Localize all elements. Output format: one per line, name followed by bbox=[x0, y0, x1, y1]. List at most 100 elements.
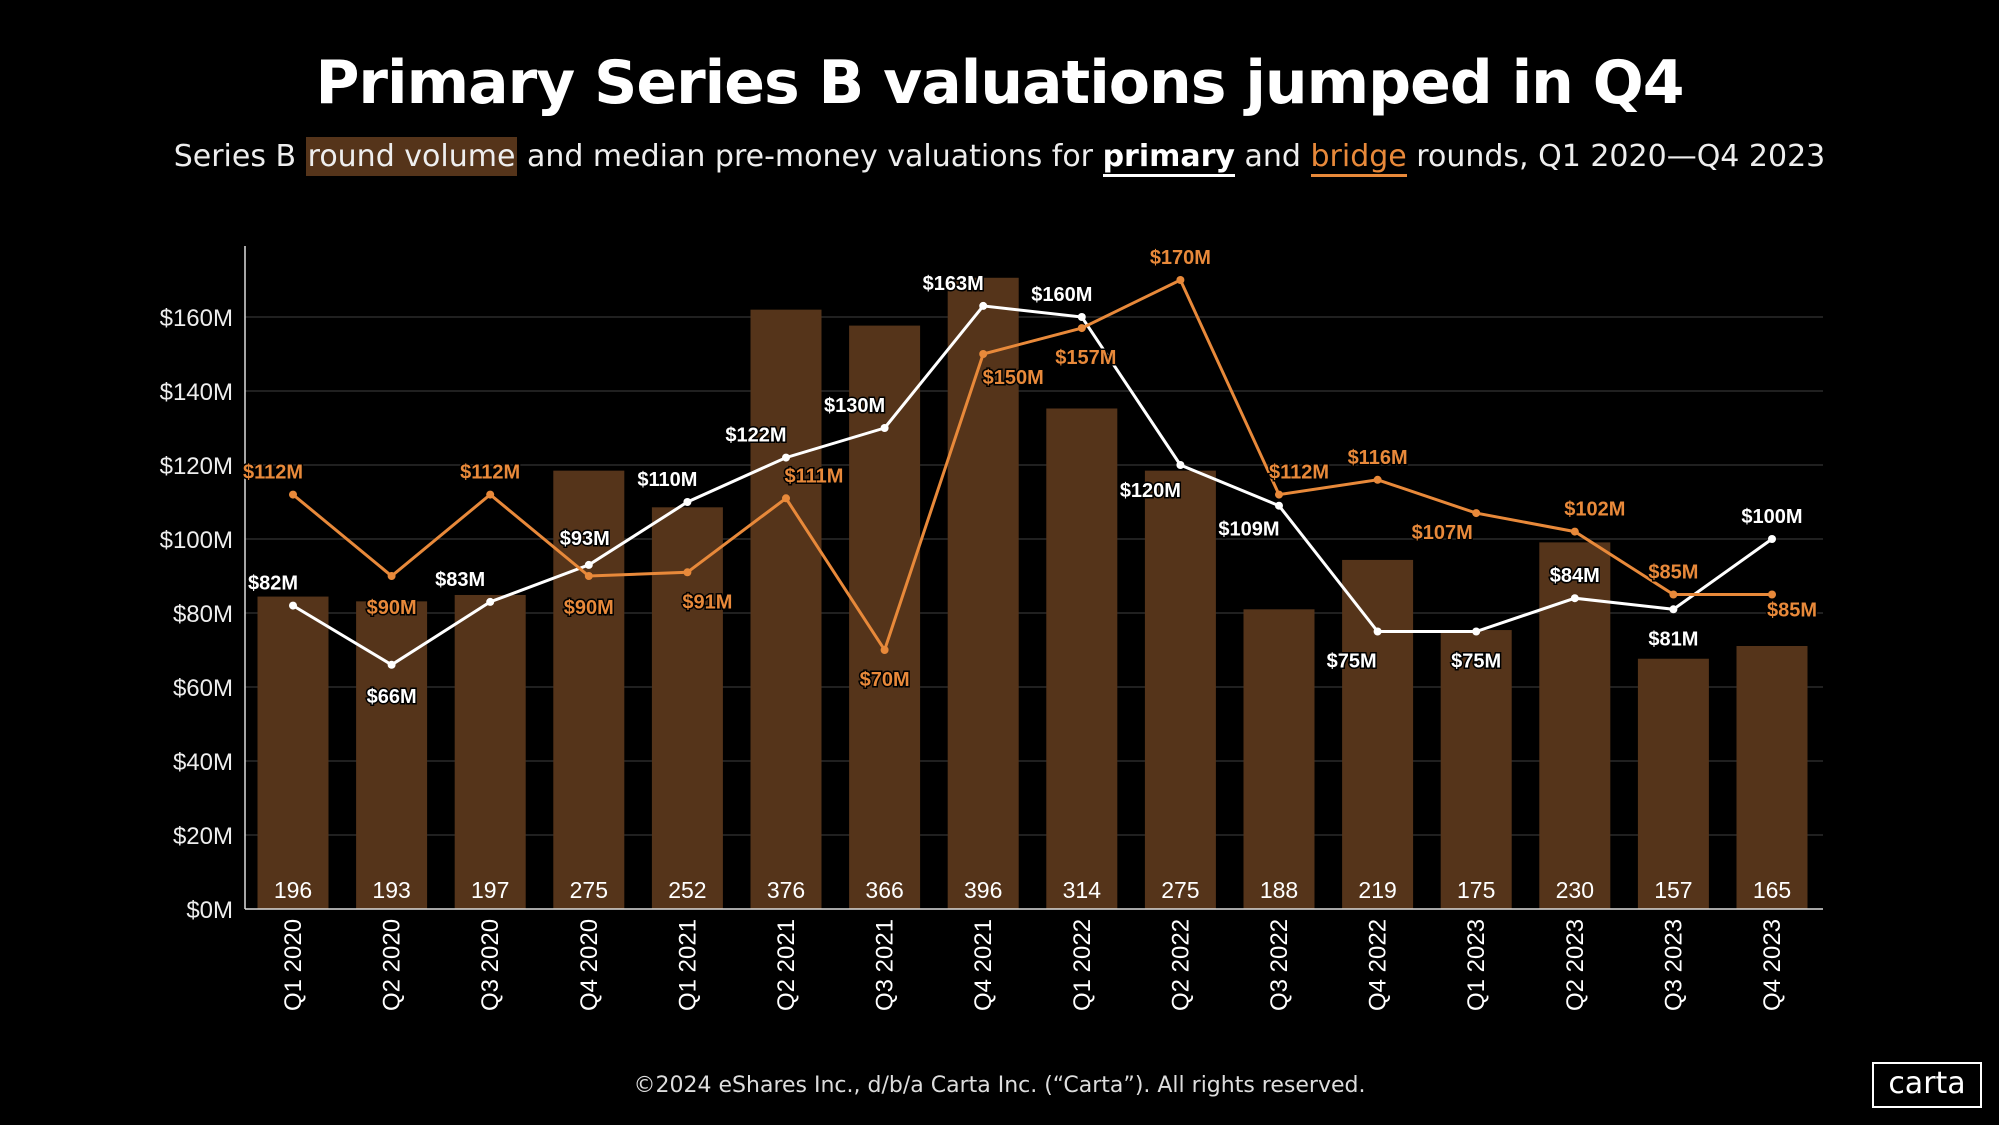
primary-line bbox=[292, 304, 1773, 667]
y-tick-label: $80M bbox=[173, 601, 233, 628]
volume-label: 165 bbox=[1753, 877, 1791, 903]
bridge-data-label: $85M bbox=[1648, 562, 1698, 584]
y-tick-label: $0M bbox=[186, 897, 233, 924]
bridge-point bbox=[486, 490, 495, 499]
primary-data-label: $110M bbox=[637, 469, 697, 491]
bridge-data-label: $102M bbox=[1564, 499, 1625, 521]
volume-label: 275 bbox=[570, 877, 608, 903]
chart-subtitle: Series B round volume and median pre-mon… bbox=[0, 137, 1999, 177]
y-tick-label: $140M bbox=[160, 379, 233, 406]
bridge-point bbox=[1275, 490, 1283, 499]
subtitle-and: and bbox=[1234, 139, 1311, 174]
bridge-data-label: $112M bbox=[460, 462, 520, 484]
volume-label: 157 bbox=[1654, 877, 1692, 903]
primary-data-label: $83M bbox=[435, 569, 485, 591]
x-tick-label: Q1 2021 bbox=[674, 919, 701, 1011]
volume-label: 396 bbox=[964, 877, 1002, 903]
x-tick-label: Q4 2022 bbox=[1365, 919, 1392, 1011]
volume-bar bbox=[1046, 408, 1118, 909]
bridge-point bbox=[880, 646, 889, 654]
primary-point bbox=[1768, 535, 1776, 543]
primary-point bbox=[782, 453, 790, 462]
x-tick-label: Q2 2021 bbox=[773, 919, 800, 1011]
y-tick-label: $20M bbox=[173, 823, 233, 850]
volume-bar bbox=[1144, 470, 1216, 909]
x-tick-label: Q2 2023 bbox=[1562, 919, 1589, 1011]
bridge-data-label: $157M bbox=[1055, 347, 1116, 369]
x-tick-label: Q1 2020 bbox=[280, 919, 307, 1011]
bridge-point bbox=[1373, 475, 1382, 484]
x-tick-label: Q3 2021 bbox=[872, 919, 899, 1011]
x-tick-label: Q3 2023 bbox=[1660, 919, 1687, 1011]
volume-bar bbox=[553, 470, 625, 909]
x-tick-label: Q1 2023 bbox=[1463, 919, 1490, 1011]
volume-bar bbox=[1736, 645, 1808, 909]
volume-bar bbox=[651, 507, 723, 909]
volume-bar bbox=[1342, 559, 1414, 909]
primary-data-label: $120M bbox=[1120, 480, 1181, 502]
y-tick-label: $160M bbox=[160, 305, 233, 332]
volume-label: 196 bbox=[274, 877, 312, 903]
subtitle-middle: and median pre-money valuations for bbox=[517, 139, 1103, 174]
x-tick-label: Q3 2020 bbox=[477, 919, 504, 1011]
y-tick-label: $100M bbox=[160, 527, 233, 554]
bridge-point bbox=[387, 572, 396, 580]
primary-data-label: $82M bbox=[248, 573, 298, 595]
primary-point bbox=[486, 597, 495, 606]
primary-data-label: $122M bbox=[725, 425, 786, 447]
primary-point bbox=[1373, 627, 1382, 636]
primary-point bbox=[1669, 605, 1678, 614]
primary-point bbox=[683, 498, 692, 506]
primary-point bbox=[1077, 313, 1086, 321]
volume-bar bbox=[1440, 630, 1512, 909]
bridge-point bbox=[1077, 324, 1086, 333]
volume-label: 252 bbox=[668, 877, 706, 903]
primary-point bbox=[979, 301, 988, 310]
x-tick-label: Q2 2022 bbox=[1167, 919, 1194, 1011]
primary-point bbox=[387, 660, 396, 669]
legend-bridge: bridge bbox=[1310, 139, 1407, 177]
x-tick-label: Q4 2023 bbox=[1759, 919, 1786, 1011]
volume-bar bbox=[1539, 542, 1611, 909]
volume-bar bbox=[849, 325, 921, 909]
bridge-point bbox=[683, 568, 692, 577]
y-tick-label: $60M bbox=[173, 675, 233, 702]
bridge-point bbox=[782, 494, 790, 503]
primary-point bbox=[1570, 594, 1579, 603]
volume-bar bbox=[454, 594, 526, 909]
primary-point bbox=[289, 601, 297, 610]
bridge-data-label: $111M bbox=[785, 465, 844, 487]
volume-label: 366 bbox=[865, 877, 903, 903]
primary-data-label: $109M bbox=[1218, 519, 1279, 541]
subtitle-suffix: rounds, Q1 2020—Q4 2023 bbox=[1406, 139, 1826, 174]
y-tick-label: $40M bbox=[173, 749, 233, 776]
bridge-data-label: $107M bbox=[1412, 522, 1473, 544]
bridge-point bbox=[584, 572, 593, 580]
volume-label: 197 bbox=[471, 877, 509, 903]
primary-data-label: $100M bbox=[1741, 506, 1802, 528]
volume-bar bbox=[1637, 658, 1709, 909]
bridge-data-label: $90M bbox=[367, 597, 417, 619]
primary-point bbox=[1176, 461, 1185, 469]
volume-bar bbox=[947, 277, 1019, 909]
legend-round-volume: round volume bbox=[305, 137, 518, 176]
bridge-data-label: $112M bbox=[243, 462, 303, 484]
volume-label: 188 bbox=[1260, 877, 1298, 903]
volume-label: 219 bbox=[1358, 877, 1396, 903]
volume-label: 376 bbox=[767, 877, 805, 903]
bridge-data-label: $150M bbox=[983, 367, 1044, 389]
bridge-point bbox=[289, 490, 297, 499]
primary-point bbox=[1472, 627, 1481, 636]
chart-title: Primary Series B valuations jumped in Q4 bbox=[315, 48, 1684, 118]
x-tick-label: Q4 2021 bbox=[970, 919, 997, 1011]
bridge-data-label: $90M bbox=[564, 597, 614, 619]
volume-bar bbox=[1243, 609, 1315, 909]
bridge-point bbox=[979, 350, 988, 358]
legend-primary: primary bbox=[1102, 139, 1235, 177]
bridge-data-label: $170M bbox=[1150, 247, 1211, 269]
volume-bar bbox=[257, 596, 329, 909]
primary-data-label: $75M bbox=[1451, 651, 1501, 673]
primary-data-label: $75M bbox=[1327, 651, 1377, 673]
x-tick-label: Q1 2022 bbox=[1069, 919, 1096, 1011]
